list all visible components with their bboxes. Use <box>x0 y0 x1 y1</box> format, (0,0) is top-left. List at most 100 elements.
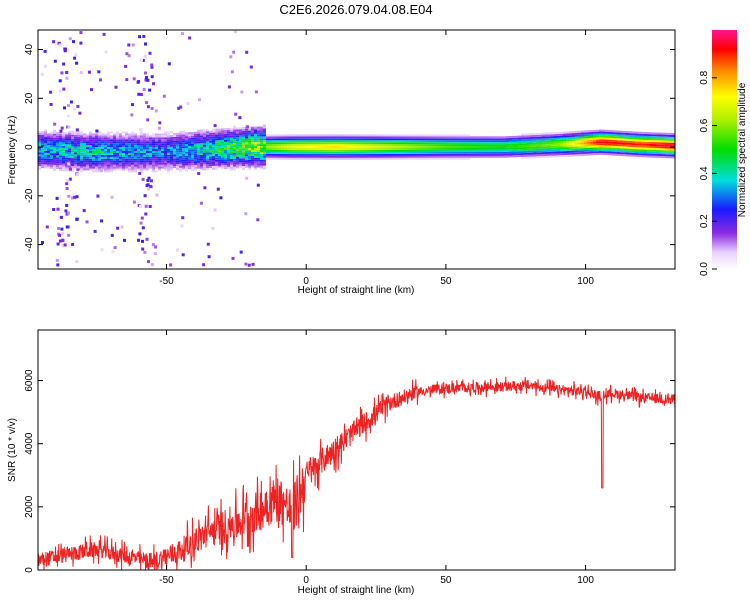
heatmap-outlier-cell <box>153 252 157 256</box>
heatmap-cell <box>440 134 443 137</box>
heatmap-cell <box>248 134 251 137</box>
heatmap-cell <box>62 165 65 168</box>
heatmap-cell <box>137 141 140 144</box>
heatmap-cell <box>335 148 338 150</box>
heatmap-outlier-cell <box>110 233 114 237</box>
heatmap-outlier-cell <box>141 239 144 243</box>
heatmap-cell <box>356 146 359 149</box>
heatmap-outlier-cell <box>96 194 100 198</box>
heatmap-cell <box>59 143 62 146</box>
colorbar: 0.00.20.40.60.8 Normalized spectral ampl… <box>699 30 748 276</box>
heatmap-cell <box>269 151 272 154</box>
heatmap-cell <box>434 142 437 145</box>
heatmap-cell <box>632 141 635 144</box>
heatmap-cell <box>626 148 629 151</box>
heatmap-cell <box>344 157 347 160</box>
heatmap-cell <box>662 140 665 143</box>
heatmap-cell <box>284 138 287 141</box>
heatmap-cell <box>116 164 119 167</box>
heatmap-cell <box>425 157 428 160</box>
heatmap-cell <box>218 136 221 139</box>
heatmap-cell <box>413 157 416 160</box>
heatmap-cell <box>131 139 134 142</box>
heatmap-cell <box>248 148 251 151</box>
heatmap-cell <box>320 138 323 141</box>
heatmap-cell <box>413 134 416 137</box>
heatmap-cell <box>536 142 539 145</box>
heatmap-cell <box>662 144 665 147</box>
heatmap-cell <box>671 144 674 147</box>
heatmap-cell <box>263 163 266 166</box>
heatmap-cell <box>131 137 134 140</box>
heatmap-cell <box>593 141 596 144</box>
heatmap-cell <box>224 147 227 150</box>
heatmap-outlier-cell <box>142 35 146 38</box>
heatmap-cell <box>353 148 356 150</box>
heatmap-cell <box>449 150 452 152</box>
heatmap-cell <box>95 139 98 142</box>
heatmap-cell <box>203 144 206 147</box>
heatmap-cell <box>455 136 458 139</box>
heatmap-cell <box>305 153 308 156</box>
heatmap-cell <box>287 150 290 152</box>
heatmap-cell <box>77 150 80 153</box>
heatmap-cell <box>101 151 104 153</box>
heatmap-cell <box>485 142 488 145</box>
heatmap-cell <box>62 169 65 172</box>
heatmap-cell <box>173 146 176 149</box>
heatmap-cell <box>236 152 239 155</box>
heatmap-cell <box>83 143 86 146</box>
heatmap-cell <box>290 144 293 147</box>
heatmap-cell <box>110 154 113 157</box>
heatmap-cell <box>149 135 152 138</box>
heatmap-cell <box>293 138 296 141</box>
heatmap-cell <box>50 147 53 150</box>
heatmap-cell <box>329 153 332 156</box>
heatmap-outlier-cell <box>234 112 238 116</box>
heatmap-cell <box>452 138 455 141</box>
heatmap-cell <box>386 155 389 158</box>
heatmap-cell <box>623 142 626 145</box>
heatmap-cell <box>50 153 53 156</box>
heatmap-cell <box>116 139 119 142</box>
heatmap-cell <box>458 148 461 150</box>
heatmap-cell <box>113 145 116 148</box>
heatmap-cell <box>179 154 182 157</box>
heatmap-cell <box>590 145 593 148</box>
heatmap-cell <box>302 140 305 143</box>
heatmap-cell <box>62 132 65 135</box>
heatmap-cell <box>395 136 398 139</box>
heatmap-outlier-cell <box>76 168 80 172</box>
heatmap-cell <box>323 146 326 149</box>
heatmap-cell <box>359 140 362 143</box>
heatmap-cell <box>233 156 236 159</box>
heatmap-cell <box>527 139 530 142</box>
heatmap-cell <box>623 132 626 135</box>
heatmap-cell <box>245 146 248 149</box>
heatmap-cell <box>356 134 359 137</box>
heatmap-cell <box>374 140 377 143</box>
heatmap-cell <box>443 148 446 150</box>
heatmap-outlier-cell <box>232 50 236 54</box>
heatmap-cell <box>134 147 137 150</box>
heatmap-cell <box>533 150 536 153</box>
heatmap-cell <box>395 144 398 147</box>
heatmap-cell <box>440 142 443 145</box>
heatmap-cell <box>647 134 650 137</box>
heatmap-cell <box>41 166 44 169</box>
heatmap-cell <box>137 160 140 163</box>
heatmap-cell <box>134 145 137 148</box>
heatmap-cell <box>281 153 284 156</box>
heatmap-cell <box>320 136 323 139</box>
heatmap-cell <box>164 160 167 163</box>
heatmap-cell <box>275 138 278 141</box>
heatmap-cell <box>104 160 107 163</box>
heatmap-cell <box>350 157 353 160</box>
heatmap-cell <box>221 161 224 164</box>
heatmap-cell <box>227 153 230 156</box>
heatmap-cell <box>620 138 623 141</box>
heatmap-cell <box>431 155 434 158</box>
heatmap-cell <box>575 134 578 137</box>
heatmap-cell <box>155 170 158 173</box>
heatmap-cell <box>572 152 575 155</box>
